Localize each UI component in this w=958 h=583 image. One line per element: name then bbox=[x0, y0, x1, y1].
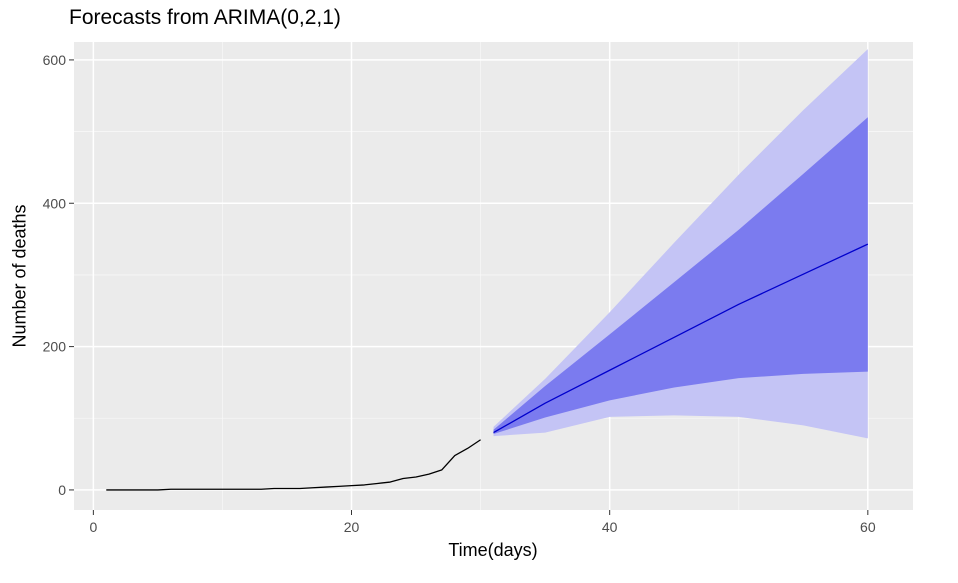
y-tick-label: 0 bbox=[58, 482, 66, 498]
chart-title: Forecasts from ARIMA(0,2,1) bbox=[69, 6, 341, 29]
y-tick-label: 400 bbox=[43, 195, 67, 211]
forecast-mean-line bbox=[493, 243, 869, 434]
x-axis-label: Time(days) bbox=[448, 540, 538, 560]
series-lines bbox=[106, 243, 869, 491]
forecast-bands bbox=[493, 49, 868, 439]
x-tick-label: 20 bbox=[344, 519, 360, 535]
y-tick-label: 200 bbox=[43, 339, 67, 355]
y-tick-label: 600 bbox=[43, 52, 67, 68]
band-80 bbox=[493, 117, 868, 435]
x-tick-label: 0 bbox=[89, 519, 97, 535]
observed-line bbox=[106, 439, 481, 491]
x-tick-label: 60 bbox=[860, 519, 876, 535]
x-tick-label: 40 bbox=[602, 519, 618, 535]
y-axis-label: Number of deaths bbox=[9, 204, 30, 348]
